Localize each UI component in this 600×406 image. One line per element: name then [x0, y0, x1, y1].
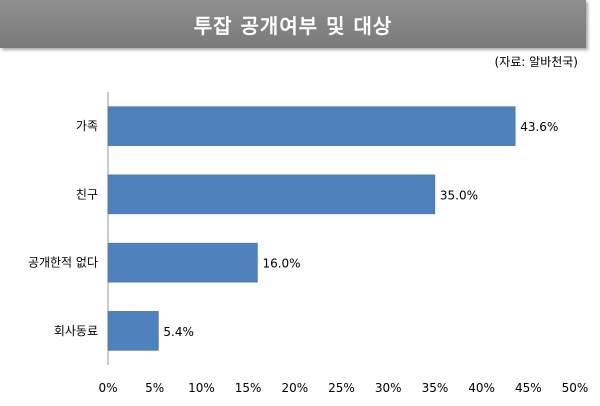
x-tick-label: 0% [98, 381, 117, 395]
x-tick-label: 45% [515, 381, 542, 395]
bar [107, 174, 436, 215]
x-tick-label: 40% [468, 381, 495, 395]
x-tick-label: 25% [328, 381, 355, 395]
category-label: 회사동료 [54, 324, 98, 338]
value-label: 16.0% [262, 257, 300, 271]
value-label: 35.0% [440, 188, 478, 202]
x-tick-label: 10% [188, 381, 215, 395]
x-tick-label: 5% [145, 381, 164, 395]
x-tick-label: 30% [375, 381, 402, 395]
chart-title: 투잡 공개여부 및 대상 [193, 13, 393, 38]
bar [107, 106, 516, 146]
value-label: 5.4% [163, 325, 194, 339]
title-bar: 투잡 공개여부 및 대상 [0, 0, 586, 48]
source-note: (자료: 알바천국) [494, 55, 578, 69]
x-tick-label: 20% [281, 381, 308, 395]
bar [107, 242, 258, 283]
x-tick-label: 50% [562, 381, 589, 395]
x-tick-label: 35% [422, 381, 449, 395]
category-label: 친구 [76, 187, 98, 201]
x-tick-label: 15% [235, 381, 262, 395]
value-label: 43.6% [520, 120, 558, 134]
category-label: 가족 [76, 119, 98, 133]
bar [107, 311, 159, 351]
category-label: 공개한적 없다 [28, 256, 98, 270]
